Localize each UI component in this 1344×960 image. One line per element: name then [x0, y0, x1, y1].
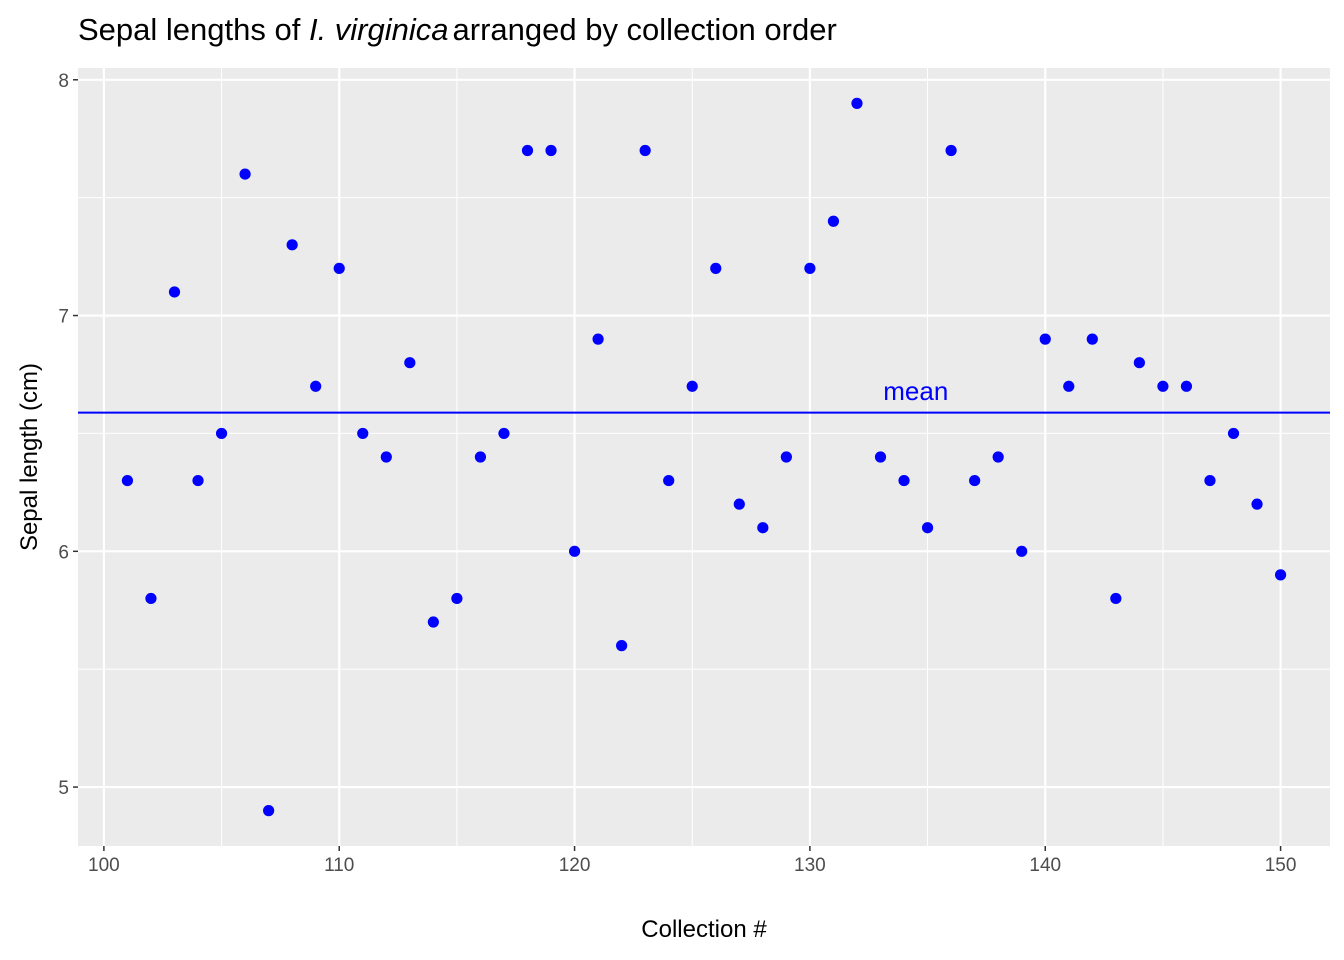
- data-point: [310, 380, 322, 392]
- data-point: [333, 262, 345, 274]
- data-points: [121, 97, 1287, 817]
- data-point: [1110, 592, 1122, 605]
- data-point: [804, 262, 816, 274]
- data-point: [592, 333, 604, 345]
- x-tick-label: 140: [1029, 855, 1061, 876]
- data-point: [639, 144, 651, 157]
- data-point: [192, 474, 204, 487]
- data-point: [168, 286, 181, 298]
- data-point: [263, 805, 275, 817]
- data-point: [1157, 380, 1169, 392]
- data-point: [215, 427, 228, 440]
- data-point: [616, 640, 628, 652]
- x-tick-label: 100: [88, 855, 120, 876]
- data-point: [145, 592, 157, 605]
- y-axis-title: Sepal length (cm): [16, 363, 43, 551]
- data-point: [1063, 380, 1075, 392]
- data-point: [1251, 498, 1263, 510]
- data-point: [568, 545, 581, 557]
- data-point: [827, 215, 840, 227]
- data-point: [121, 474, 134, 487]
- title-italic: I. virginica: [309, 12, 449, 47]
- data-point: [427, 616, 439, 628]
- y-axis: 5 6 7 8: [58, 71, 78, 799]
- data-point: [733, 498, 745, 510]
- data-point: [1274, 569, 1287, 581]
- data-point: [1180, 380, 1193, 392]
- plot-panel: [78, 68, 1330, 846]
- x-axis: 100 110 120 130 140 150: [88, 846, 1296, 876]
- data-point: [1016, 545, 1028, 557]
- data-point: [969, 474, 981, 487]
- mean-label: mean: [883, 376, 948, 406]
- title-suffix: arranged by collection order: [453, 12, 837, 47]
- y-tick-label: 6: [58, 542, 69, 563]
- data-point: [286, 239, 298, 251]
- x-axis-title: Collection #: [641, 916, 767, 943]
- data-point: [945, 144, 957, 157]
- data-point: [851, 97, 863, 109]
- x-tick-label: 150: [1265, 855, 1297, 876]
- data-point: [545, 144, 557, 157]
- data-point: [451, 592, 463, 605]
- data-point: [239, 168, 251, 180]
- minor-gridlines: [78, 68, 1330, 846]
- x-tick-label: 110: [324, 855, 354, 876]
- data-point: [663, 474, 675, 487]
- data-point: [380, 451, 392, 463]
- data-point: [757, 522, 769, 534]
- major-gridlines: [78, 68, 1330, 846]
- y-tick-label: 8: [58, 71, 69, 92]
- x-tick-label: 130: [794, 855, 826, 876]
- data-point: [686, 380, 698, 392]
- data-point: [1133, 357, 1145, 369]
- data-point: [710, 262, 722, 274]
- data-point: [521, 144, 534, 157]
- data-point: [404, 357, 416, 369]
- x-tick-label: 120: [559, 855, 591, 876]
- title-prefix: Sepal lengths of: [78, 12, 309, 47]
- data-point: [1204, 474, 1216, 487]
- y-tick-label: 7: [58, 307, 69, 328]
- chart-title: Sepal lengths of I. virginica arranged by…: [78, 12, 837, 47]
- data-point: [357, 427, 369, 440]
- data-point: [474, 451, 487, 463]
- data-point: [921, 522, 934, 534]
- data-point: [874, 451, 887, 463]
- data-point: [992, 451, 1004, 463]
- data-point: [1039, 333, 1051, 345]
- y-tick-label: 5: [58, 778, 69, 799]
- data-point: [898, 474, 910, 487]
- data-point: [780, 451, 792, 463]
- data-point: [1086, 333, 1098, 345]
- data-point: [1227, 427, 1240, 440]
- data-point: [498, 427, 510, 440]
